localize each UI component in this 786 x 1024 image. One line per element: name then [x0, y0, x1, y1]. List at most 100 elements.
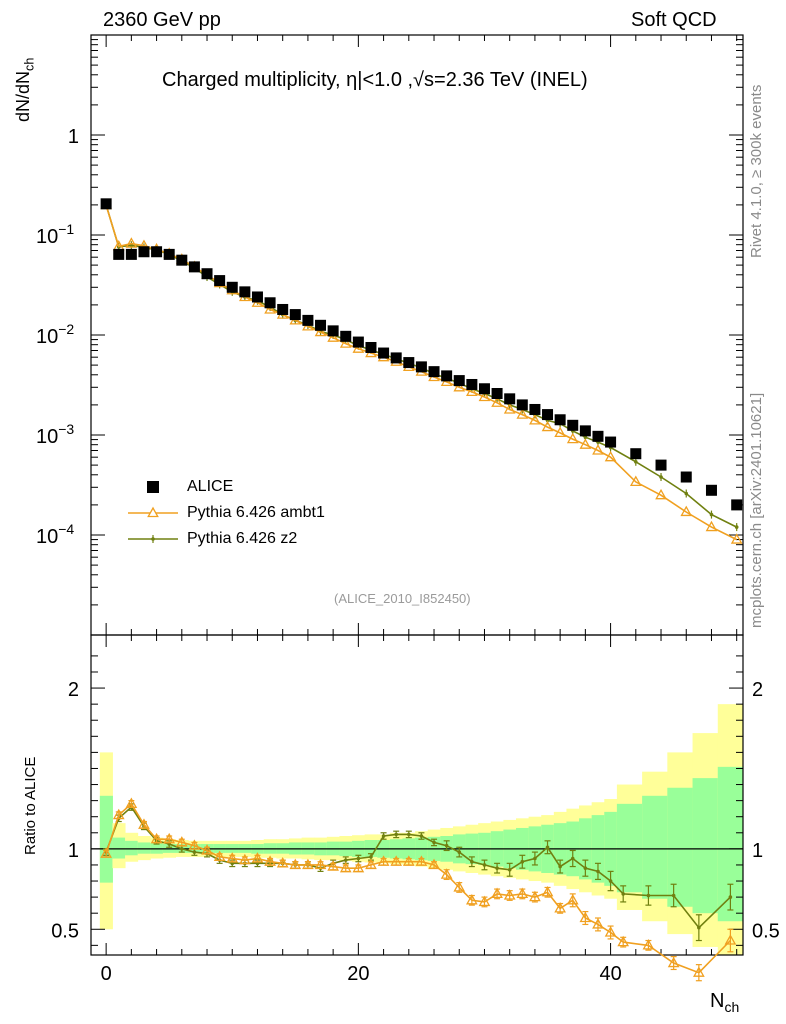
x-tick-label: 0 [101, 963, 112, 985]
alice-data-point [605, 436, 617, 448]
x-axis-title: Nch [710, 990, 739, 1015]
alice-data-point [151, 246, 163, 258]
ambt1-ratio-point [339, 861, 352, 873]
ambt1-main-point [680, 505, 693, 517]
ambt1-ratio-point [150, 832, 163, 844]
alice-data-point [491, 388, 503, 400]
z2-ratio-point [470, 859, 474, 864]
ambt1-ratio-point [138, 818, 150, 829]
alice-data-point [315, 319, 327, 331]
band-inner-bin [112, 837, 126, 859]
z2-ratio-point [444, 843, 449, 848]
ratio-y-tick-label-left: 1 [68, 840, 79, 862]
ambt1-ratio-point [251, 852, 264, 863]
ambt1-ratio-point [238, 853, 251, 865]
legend-marker-z2 [151, 537, 155, 541]
alice-data-point [579, 425, 591, 437]
alice-data-point [403, 357, 415, 369]
y-tick-label: 10−2 [36, 321, 74, 348]
ratio-y-tick-label-right: 0.5 [752, 920, 780, 942]
ambt1-ratio-point [466, 893, 478, 905]
ratio-panel-series [100, 797, 737, 982]
ratio-uncertainty-band [99, 704, 744, 955]
z2-ratio-point [369, 855, 373, 859]
ambt1-ratio-line [105, 802, 731, 974]
alice-data-point [163, 248, 175, 260]
ambt1-ratio-point [478, 895, 491, 907]
z2-main-point [709, 512, 714, 517]
z2-ratio-point [381, 834, 386, 838]
ambt1-main-point [453, 380, 466, 392]
z2-ratio-point [558, 864, 562, 869]
z2-main-line [105, 204, 738, 528]
mcplots-reference-label: mcplots.cern.ch [arXiv:2401.10621] [748, 392, 765, 628]
ambt1-main-point [554, 426, 566, 438]
alice-data-point [529, 403, 541, 415]
legend-entry-ambt1: Pythia 6.426 ambt1 [187, 504, 325, 521]
alice-data-point [466, 378, 478, 390]
ambt1-main-point [655, 488, 667, 500]
ambt1-main-point [566, 432, 579, 444]
z2-ratio-point [596, 869, 600, 874]
y-tick-label: 10−3 [36, 421, 74, 448]
x-tick-label: 20 [347, 963, 369, 985]
ambt1-ratio-point [402, 855, 415, 866]
main-panel-series [100, 198, 743, 544]
alice-data-point [731, 499, 743, 511]
ambt1-main-point [705, 520, 718, 532]
z2-ratio-point [407, 832, 411, 837]
alice-data-point [100, 198, 112, 210]
ratio-axis-title: Ratio to ALICE [22, 756, 39, 855]
z2-ratio-point [545, 845, 550, 850]
ambt1-main-point [592, 444, 604, 455]
ambt1-ratio-point [541, 885, 554, 897]
alice-data-point [428, 366, 440, 378]
alice-data-point [453, 375, 465, 387]
ambt1-ratio-point [188, 839, 201, 850]
ambt1-ratio-point [491, 887, 503, 899]
band-inner-bin [137, 842, 151, 854]
ambt1-ratio-point [163, 832, 176, 844]
tick-labels: 0 20 40 1 10−1 10−2 10−3 10−4 0.5 0.5 1 1 2 2 [36, 126, 780, 985]
ratio-y-tick-label-left: 2 [68, 679, 79, 701]
ambt1-ratio-point [264, 855, 276, 866]
ambt1-ratio-point [213, 850, 226, 862]
ambt1-ratio-point [125, 797, 138, 808]
main-panel-frame [90, 34, 744, 636]
x-tick-label: 40 [599, 963, 621, 985]
ambt1-main-point [314, 325, 327, 337]
z2-ratio-point [671, 893, 676, 898]
z2-ratio-point [180, 847, 184, 851]
alice-data-point [478, 383, 490, 395]
ambt1-main-point [529, 414, 541, 425]
z2-ratio-point [419, 834, 424, 838]
z2-main-point [684, 491, 689, 496]
alice-data-point [365, 341, 377, 353]
ratio-y-tick-label-right: 1 [752, 840, 763, 862]
ambt1-ratio-point [365, 858, 377, 870]
plot-title: Charged multiplicity, η|<1.0 ,√s=2.36 Te… [162, 69, 588, 91]
rivet-version-label: Rivet 4.1.0, ≥ 300k events [748, 84, 765, 258]
legend-marker-alice [147, 481, 159, 493]
band-inner-bin [99, 795, 113, 883]
ambt1-main-point [503, 403, 516, 414]
y-axis-title-sub: ch [22, 57, 37, 71]
ambt1-ratio-point [415, 855, 428, 866]
alice-data-point [705, 484, 717, 496]
z2-ratio-point [192, 850, 197, 854]
ambt1-ratio-point [566, 893, 579, 905]
alice-data-point [138, 246, 150, 258]
alice-data-point [113, 248, 125, 260]
z2-ratio-point [394, 832, 398, 837]
x-axis-title-main: N [710, 990, 725, 1012]
alice-data-point [542, 409, 554, 421]
ambt1-ratio-point [289, 858, 302, 870]
alice-data-point [302, 314, 314, 326]
z2-ratio-point [343, 858, 348, 862]
band-inner-bin [642, 795, 668, 899]
ambt1-ratio-point [592, 918, 604, 929]
ambt1-ratio-point [428, 858, 440, 870]
z2-ratio-point [356, 856, 361, 861]
analysis-watermark: (ALICE_2010_I852450) [334, 591, 471, 606]
ambt1-main-point [352, 342, 365, 353]
